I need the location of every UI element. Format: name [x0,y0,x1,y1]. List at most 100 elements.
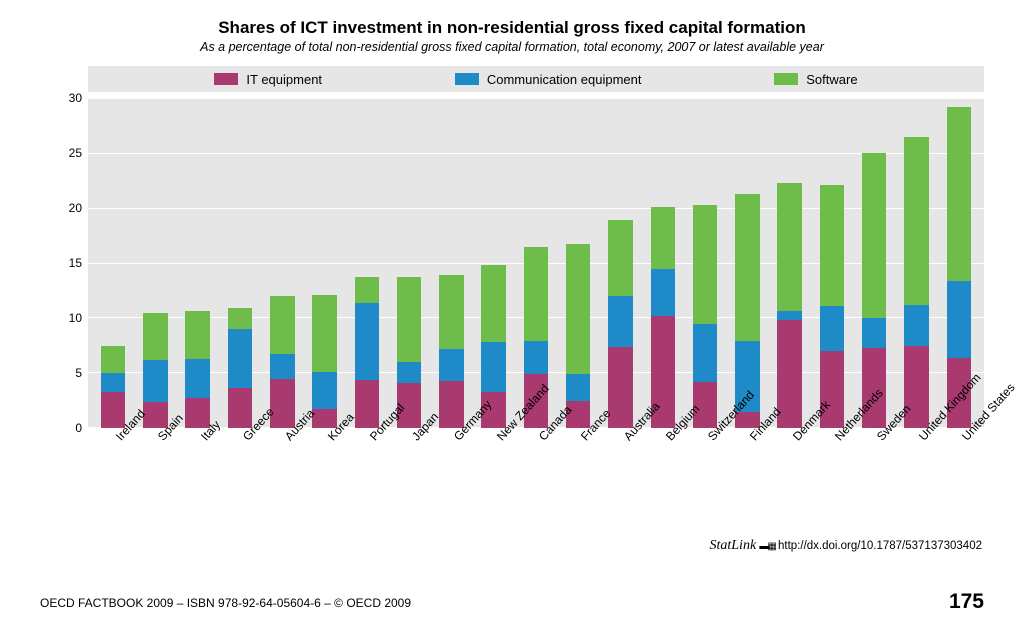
bar-segment-software [947,107,972,281]
bar-segment-comm [312,372,337,409]
bar-segment-comm [355,303,380,380]
bar-segment-software [355,277,380,302]
legend-item: Software [774,72,857,87]
bar-segment-comm [608,296,633,347]
chart-title: Shares of ICT investment in non-resident… [40,18,984,38]
bar-segment-comm [397,362,422,383]
x-axis-labels: IrelandSpainItalyGreeceAustriaKoreaPortu… [88,428,984,520]
legend: IT equipment Communication equipment Softw… [88,66,984,92]
stacked-bar [228,308,253,428]
bar-segment-software [185,311,210,358]
bar-segment-software [481,265,506,342]
y-tick-label: 5 [54,366,82,380]
y-tick-label: 25 [54,146,82,160]
bar-segment-comm [101,373,126,392]
y-tick-label: 10 [54,311,82,325]
bar-slot [853,98,895,428]
bar-segment-comm [693,324,718,382]
bar-slot [303,98,345,428]
legend-swatch [774,73,798,85]
bar-segment-comm [777,311,802,320]
legend-label: IT equipment [246,72,322,87]
bar-segment-software [608,220,633,296]
bar-segment-comm [862,318,887,348]
stacked-bar [439,275,464,428]
bar-segment-comm [820,306,845,351]
bar-segment-software [312,295,337,372]
bar-slot [92,98,134,428]
legend-swatch [214,73,238,85]
statlink: StatLink ▬▦ http://dx.doi.org/10.1787/53… [709,538,982,554]
y-tick-label: 30 [54,91,82,105]
stacked-bar [777,183,802,428]
bar-segment-software [228,308,253,329]
bar-segment-software [777,183,802,312]
bar-slot [388,98,430,428]
bar-segment-software [439,275,464,349]
legend-swatch [455,73,479,85]
bar-slot [219,98,261,428]
bar-segment-it [439,381,464,428]
chart-plot: 051015202530 [88,98,984,428]
legend-item: Communication equipment [455,72,642,87]
y-tick-label: 20 [54,201,82,215]
bar-segment-comm [439,349,464,381]
bar-segment-comm [143,360,168,402]
stacked-bar [904,137,929,429]
bar-segment-comm [651,269,676,316]
stacked-bar [566,244,591,428]
bar-segment-software [904,137,929,305]
bar-slot [599,98,641,428]
bar-segment-comm [566,374,591,400]
legend-label: Communication equipment [487,72,642,87]
bar-segment-software [270,296,295,354]
bar-segment-software [566,244,591,374]
bar-segment-it [228,388,253,428]
bar-slot [769,98,811,428]
legend-item: IT equipment [214,72,322,87]
bar-segment-software [862,153,887,318]
bar-segment-software [693,205,718,324]
statlink-prefix: StatLink [709,538,756,553]
bars-container [88,98,984,428]
statlink-icon: ▬▦ [759,541,774,552]
stacked-bar [143,313,168,429]
y-tick-label: 15 [54,256,82,270]
stacked-bar [270,296,295,428]
bar-slot [261,98,303,428]
bar-slot [430,98,472,428]
bar-segment-it [355,380,380,428]
bar-slot [473,98,515,428]
stacked-bar [312,295,337,428]
bar-segment-comm [481,342,506,391]
stacked-bar [355,277,380,428]
y-tick-label: 0 [54,421,82,435]
bar-segment-software [143,313,168,360]
bar-slot [684,98,726,428]
bar-segment-comm [904,305,929,346]
chart-subtitle: As a percentage of total non-residential… [40,40,984,54]
bar-slot [642,98,684,428]
bar-segment-comm [185,359,210,399]
stacked-bar [608,220,633,428]
bar-slot [726,98,768,428]
bar-slot [134,98,176,428]
bar-segment-software [735,194,760,341]
bar-slot [895,98,937,428]
statlink-url[interactable]: http://dx.doi.org/10.1787/537137303402 [778,540,982,552]
stacked-bar [820,185,845,428]
bar-slot [811,98,853,428]
stacked-bar [101,346,126,429]
bar-segment-comm [524,341,549,374]
legend-label: Software [806,72,857,87]
bar-slot [557,98,599,428]
stacked-bar [693,205,718,428]
page-number: 175 [949,590,984,614]
bar-segment-software [820,185,845,306]
footer-source: OECD FACTBOOK 2009 – ISBN 978-92-64-0560… [40,596,411,610]
stacked-bar [651,207,676,428]
bar-segment-it [270,379,295,429]
bar-segment-software [524,247,549,342]
stacked-bar [185,311,210,428]
bar-slot [346,98,388,428]
